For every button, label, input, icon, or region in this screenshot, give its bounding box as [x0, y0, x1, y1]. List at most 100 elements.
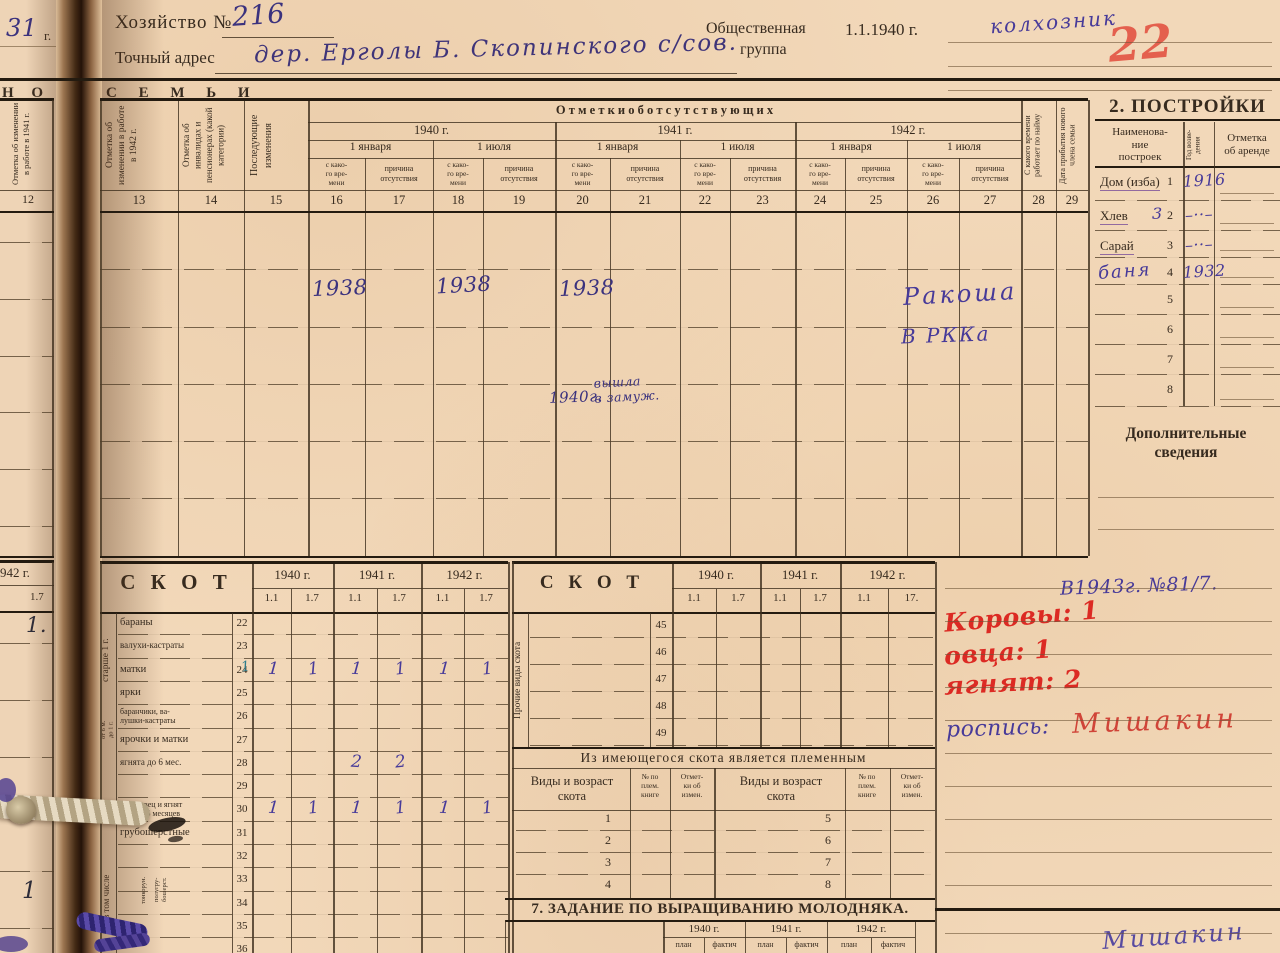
- household-number-underline: [222, 37, 334, 38]
- task7-year-header: 1940 г.: [688, 923, 720, 935]
- absences-column-number: 13: [132, 193, 146, 207]
- livestock-right-col-rule: [800, 589, 801, 748]
- buildings-rent-line: [1220, 399, 1274, 400]
- left-edge-rule: [0, 556, 54, 558]
- livestock-right-col-rule: [888, 589, 889, 748]
- absences-subcol-reason: причина отсутствия: [857, 164, 895, 183]
- social-group-label-line1: Общественная: [706, 20, 806, 37]
- absences-date-header: 1 июля: [946, 141, 982, 153]
- livestock-left-row-rule: [118, 727, 508, 729]
- buildings-rent-line: [1220, 250, 1274, 251]
- absences-column-number: 14: [204, 193, 218, 207]
- binding-shadow-main: [100, 0, 164, 953]
- notes-ruled-line: [945, 720, 1272, 721]
- livestock-right-row-rule: [530, 745, 933, 746]
- absences-column-rule: [100, 100, 102, 556]
- absences-column-number: 25: [869, 193, 883, 207]
- buildings-row-rule: [1095, 257, 1280, 258]
- livestock-left-col-rule: [291, 589, 292, 953]
- buildings-year-col-rule: [1183, 122, 1185, 406]
- livestock-count-mark: 1: [480, 658, 495, 680]
- livestock-right-bottom-rule: [512, 747, 935, 749]
- livestock-count-mark: 1: [266, 658, 280, 679]
- absences-top-rule: [100, 98, 1088, 101]
- livestock-row-label: грубошерстные: [120, 826, 190, 838]
- livestock-right-tick-header: 1.7: [813, 592, 827, 604]
- breeding-row-number-right: 6: [825, 833, 831, 847]
- breeding-row-rule: [516, 852, 931, 853]
- livestock-right-header-rule: [512, 612, 935, 614]
- absences-column-rule: [795, 122, 797, 556]
- absences-date-header: 1 января: [830, 141, 872, 153]
- task7-col-rule: [505, 920, 506, 953]
- notes-ruled-line: [945, 819, 1272, 820]
- absences-date-header: 1 января: [596, 141, 639, 153]
- absences-year-header: 1942 г.: [890, 123, 926, 137]
- livestock-row-number: 31: [236, 826, 248, 839]
- absences-column-number: 24: [813, 193, 827, 207]
- livestock-left-col-rule: [333, 564, 335, 953]
- absences-column-rule: [1021, 100, 1023, 556]
- livestock-row-label: матки: [120, 663, 147, 675]
- entry-rakosha: Ракоша: [902, 277, 1018, 311]
- livestock-row-number: 25: [236, 686, 248, 699]
- livestock-row-label: ягнята до 6 мес.: [120, 756, 182, 767]
- livestock-right-tick-rule: [672, 588, 935, 589]
- left-edge-rule: [0, 211, 54, 213]
- absences-col29-label: Дата прибытия нового члена семьи: [1058, 107, 1077, 184]
- left-edge-rule: [0, 560, 54, 563]
- building-row-number: 5: [1167, 292, 1173, 306]
- left-edge-row-rule: [0, 643, 54, 644]
- livestock-row-number: 32: [236, 850, 248, 862]
- breeding-col-rule: [845, 768, 846, 900]
- livestock-right-title: С К О Т: [539, 572, 645, 593]
- breeding-note-header-right: Отмет- ки об измен.: [900, 772, 924, 799]
- left-edge-row-rule: [0, 242, 54, 243]
- livestock-left-col-rule: [116, 613, 117, 953]
- livestock-left-top-rule: [100, 561, 508, 564]
- absences-column-number: 19: [512, 193, 526, 207]
- absences-dates-underline: [308, 158, 1021, 159]
- livestock-row-label: ярки: [120, 686, 141, 698]
- absences-title-underline: [308, 122, 1021, 123]
- livestock-left-row-rule: [118, 890, 508, 892]
- task7-year-header: 1941 г.: [770, 923, 802, 935]
- additional-info-line: [1098, 497, 1274, 498]
- breeding-title-underline: [512, 768, 935, 769]
- absences-column-rule: [1088, 100, 1090, 556]
- building-name: Хлев: [1100, 208, 1128, 225]
- notes-ruled-line: [945, 786, 1272, 787]
- building-name-handwritten: баня: [1097, 259, 1153, 284]
- breeding-row-rule: [516, 830, 931, 831]
- notes-heavy-smudge-line: [935, 908, 1280, 911]
- absences-date-header: 1 июля: [720, 141, 755, 153]
- left-edge-row-rule: [0, 356, 54, 357]
- livestock-row-number: 23: [236, 640, 248, 653]
- livestock-count-mark: 2: [393, 751, 408, 773]
- buildings-rent-line: [1220, 223, 1274, 224]
- absences-column-rule: [610, 158, 611, 556]
- family-banner-fragment: С Е М Ь И: [106, 85, 259, 101]
- livestock-right-col-rule: [672, 564, 674, 748]
- red-household-number: 22: [1105, 13, 1176, 73]
- social-group-label-line2: группа: [740, 41, 787, 58]
- buildings-row-rule: [1095, 344, 1280, 345]
- absences-subcol-from: с како- го вре- мени: [447, 160, 469, 187]
- absences-body-row-rule: [100, 384, 1088, 385]
- absences-column-number: 29: [1065, 193, 1079, 207]
- absences-column-number: 27: [983, 193, 997, 207]
- livestock-right-row-number: 48: [655, 700, 667, 712]
- notes-ruled-line: [945, 621, 1272, 622]
- building-year-value: 1932: [1182, 260, 1227, 282]
- breeding-row-number-left: 3: [605, 855, 611, 869]
- breeding-row-number-right: 7: [825, 855, 831, 869]
- task7-subcol-header: план: [675, 940, 692, 949]
- buildings-rent-line: [1220, 193, 1274, 194]
- buildings-col-name-header: Наименова- ние построек: [1112, 126, 1168, 163]
- livestock-right-year-header: 1942 г.: [869, 567, 906, 582]
- task7-subcol-header: фактич: [794, 940, 819, 949]
- header-divider-rule: [0, 78, 1280, 81]
- livestock-count-mark: 1: [306, 658, 321, 680]
- absences-body-row-rule: [100, 269, 1088, 270]
